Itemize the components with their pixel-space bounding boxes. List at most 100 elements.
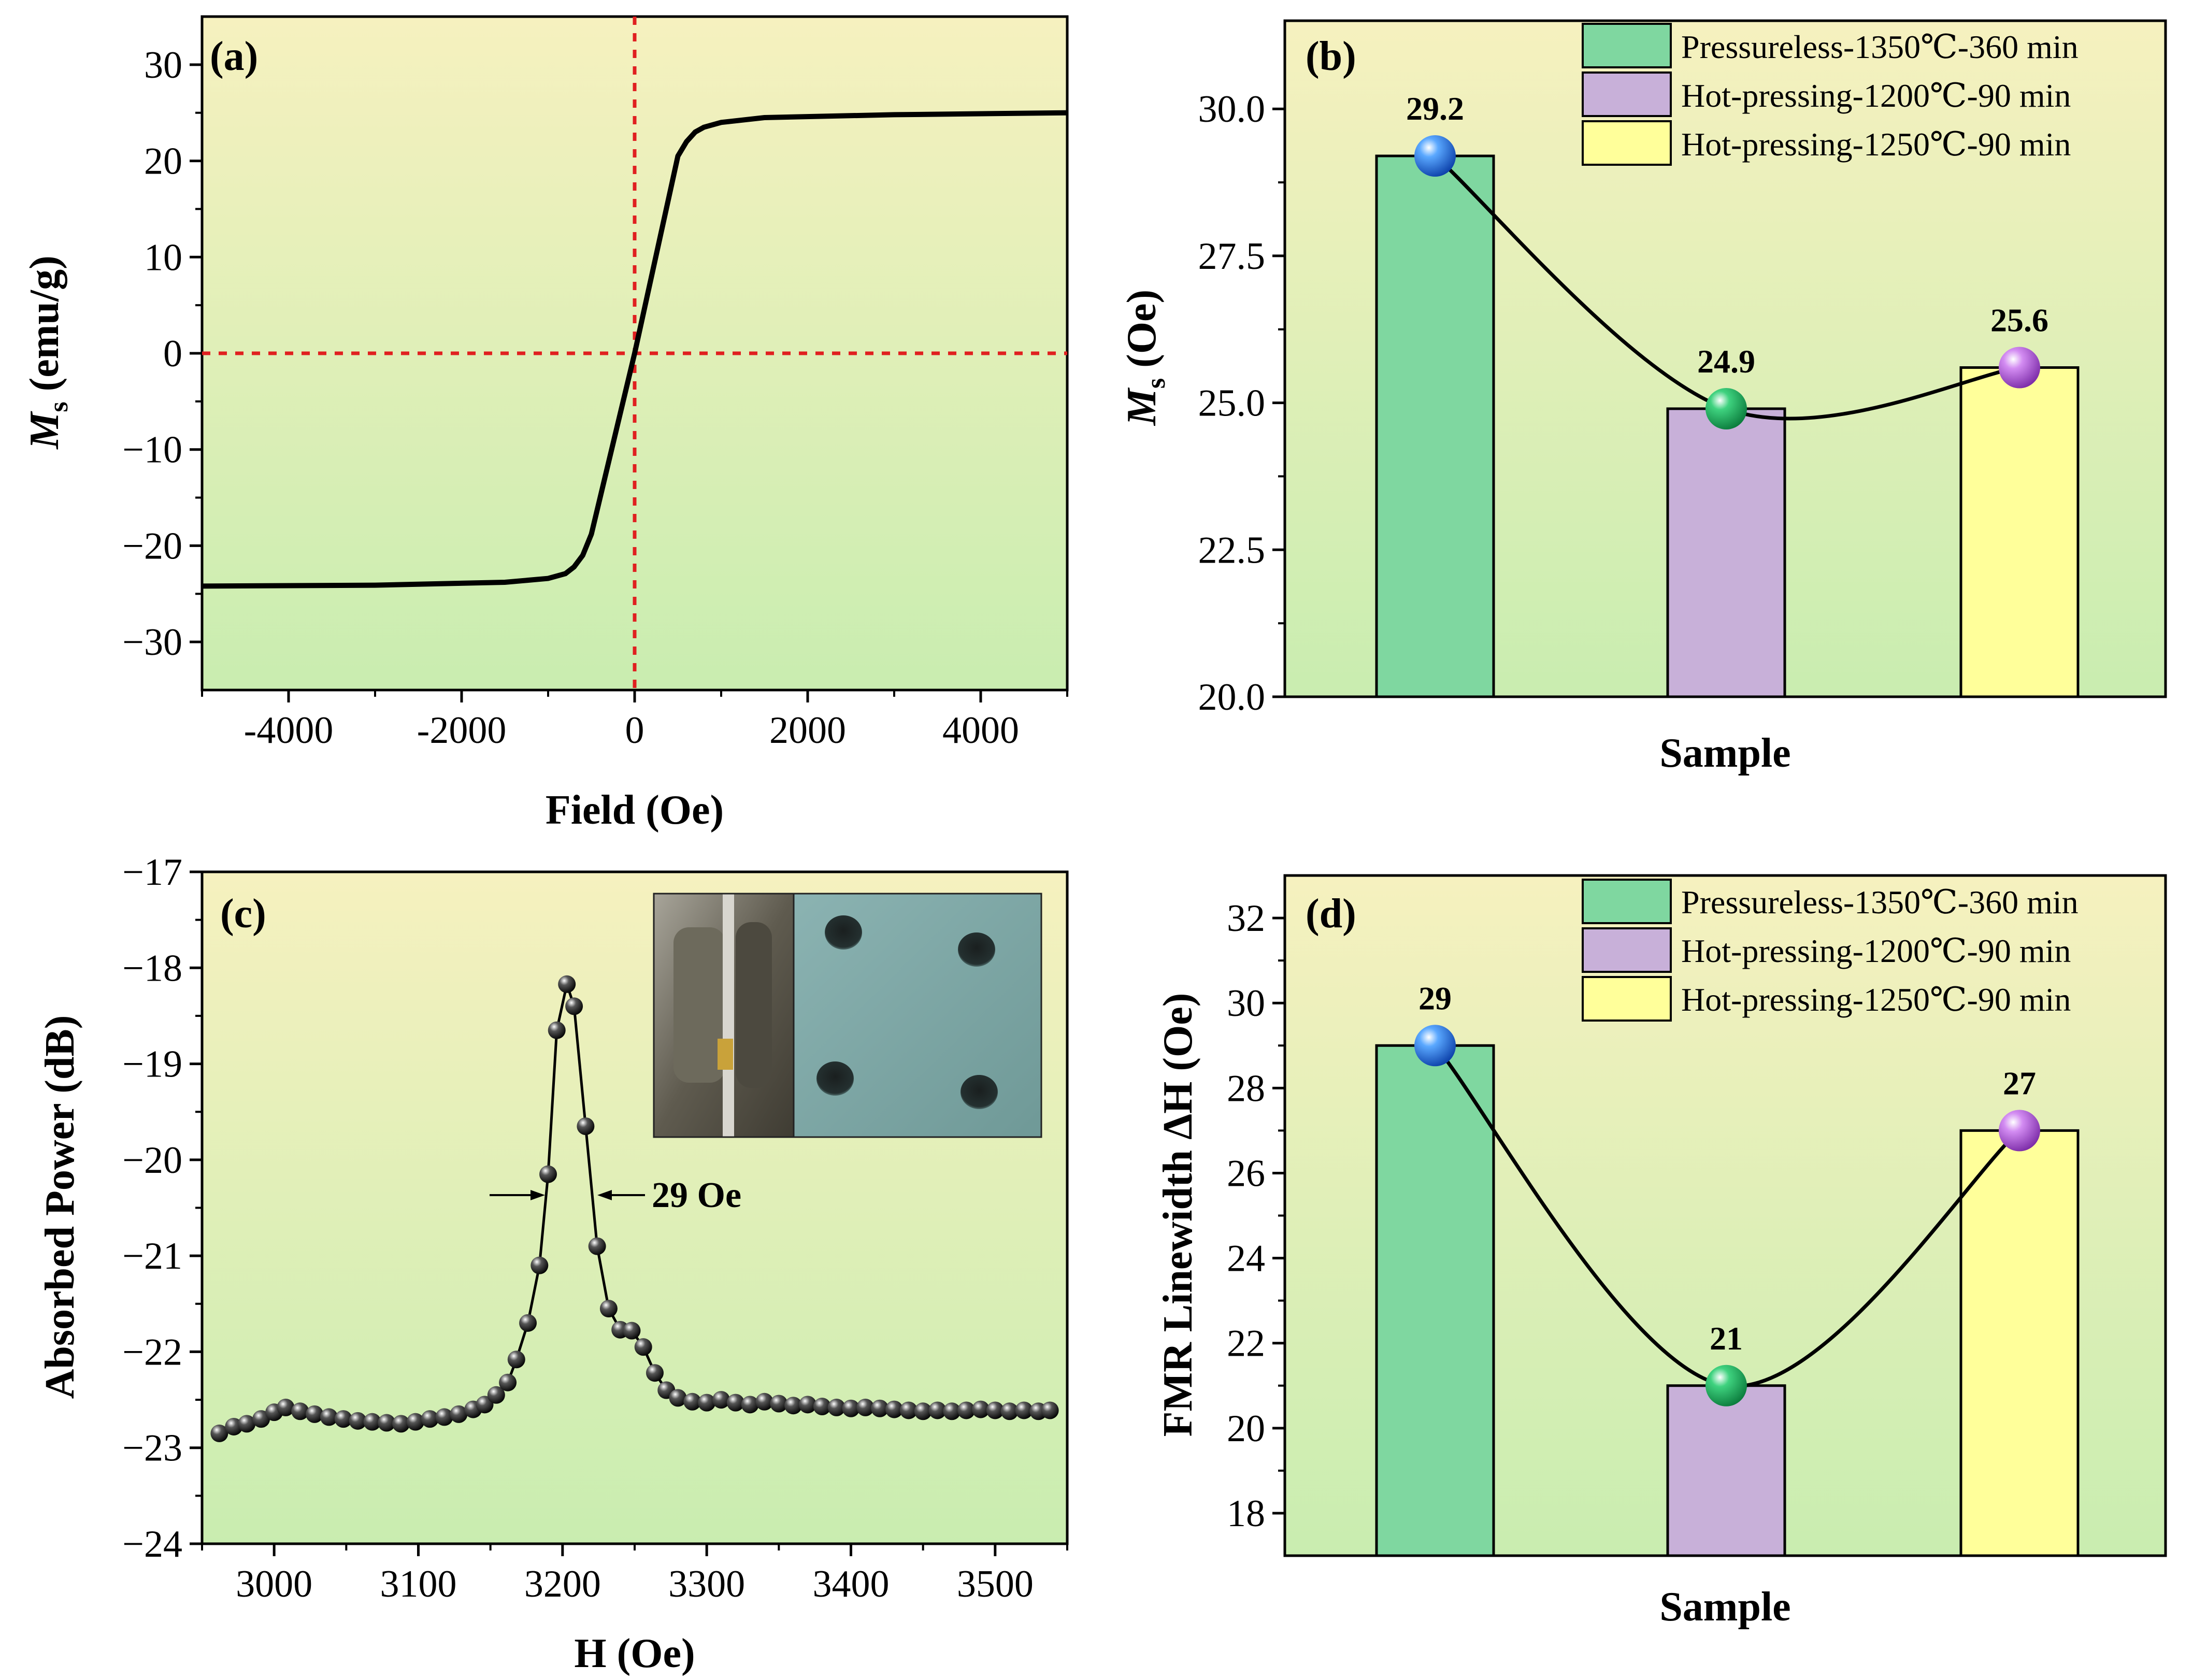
ytick-label-d-2: 22 <box>1227 1323 1265 1365</box>
data-point <box>813 1398 831 1416</box>
ytick-label-a-6: 30 <box>144 44 182 87</box>
inset-photo-left-rod <box>723 894 734 1137</box>
data-point <box>928 1401 947 1419</box>
ytick-label-d-5: 28 <box>1227 1067 1265 1110</box>
panel-c: −24 −23 −22 −21 −20 −19 −18 −17 3000 3100 3200 330… <box>37 851 1069 1676</box>
panel-label-c: (c) <box>220 891 266 937</box>
bars-b <box>1375 154 2080 698</box>
linewidth-arrowhead-left <box>531 1190 545 1200</box>
value-label-b-2: 25.6 <box>1990 302 2048 339</box>
data-point <box>349 1412 367 1430</box>
linewidth-arrowhead-right <box>597 1190 612 1200</box>
data-point <box>914 1402 932 1420</box>
xaxis-title-b: Sample <box>1659 730 1790 776</box>
legend-b: Pressureless-1350℃-360 min Hot-pressing-… <box>1582 23 2079 166</box>
legend-label-b-2: Hot-pressing-1250℃-90 min <box>1681 126 2071 163</box>
data-point <box>799 1396 816 1414</box>
legend-swatch-d-0 <box>1582 879 1672 924</box>
legend-label-d-0: Pressureless-1350℃-360 min <box>1681 884 2079 921</box>
ytick-label-a-0: −30 <box>122 621 182 664</box>
data-point <box>698 1394 716 1412</box>
value-labels-b: 29.2 24.9 25.6 <box>1406 90 2048 380</box>
data-point <box>499 1373 517 1391</box>
ytick-label-b-4: 30.0 <box>1198 88 1266 131</box>
ytick-label-b-3: 27.5 <box>1198 235 1266 278</box>
inset-photo <box>653 893 1042 1138</box>
yaxis-title-a-sub: s <box>44 401 74 412</box>
xtick-label-c-0: 3000 <box>236 1563 312 1605</box>
legend-label-b-0: Pressureless-1350℃-360 min <box>1681 28 2079 65</box>
data-point <box>1041 1401 1059 1419</box>
data-point <box>871 1399 889 1417</box>
panel-b: 20.0 22.5 25.0 27.5 30.0 29.2 24.9 25.6 Pressu… <box>1119 19 2167 776</box>
data-point <box>450 1405 468 1423</box>
data-point <box>623 1322 641 1340</box>
data-point <box>599 1300 618 1318</box>
panel-label-d: (d) <box>1306 891 1356 937</box>
legend-label-b-1: Hot-pressing-1200℃-90 min <box>1681 77 2071 114</box>
markers-b <box>1414 135 2040 429</box>
data-point <box>210 1424 228 1442</box>
bar-d-2 <box>1959 1129 2080 1557</box>
xtick-label-c-4: 3400 <box>813 1563 890 1605</box>
xtick-label-a-2: 0 <box>625 709 644 752</box>
data-point <box>392 1415 410 1433</box>
data-point <box>712 1391 730 1409</box>
ytick-label-b-1: 22.5 <box>1198 529 1266 571</box>
xtick-label-a-0: -4000 <box>244 709 334 752</box>
data-point <box>1015 1401 1033 1419</box>
legend-swatch-b-0 <box>1582 23 1672 68</box>
panel-d: 18 20 22 24 26 28 30 32 29 21 27 Pressureless-135… <box>1155 874 2167 1630</box>
data-point <box>378 1414 396 1432</box>
data-point <box>1000 1402 1019 1420</box>
legend-swatch-d-2 <box>1582 976 1672 1022</box>
data-point <box>943 1402 961 1420</box>
data-point <box>421 1410 439 1428</box>
panel-label-a: (a) <box>210 34 258 79</box>
ytick-label-a-3: 0 <box>163 333 182 375</box>
yaxis-ticks-c: −24 −23 −22 −21 −20 −19 −18 −17 <box>122 851 202 1566</box>
legend-label-d-2: Hot-pressing-1250℃-90 min <box>1681 981 2071 1018</box>
legend-swatch-b-2 <box>1582 120 1672 166</box>
xtick-label-a-4: 4000 <box>942 709 1019 752</box>
panel-a: −30 −20 −10 0 10 20 30 -4000 -2000 0 2000 4000 (a)… <box>22 15 1069 833</box>
data-point <box>986 1401 1004 1419</box>
ytick-label-d-7: 32 <box>1227 897 1265 940</box>
yaxis-title-d: FMR Linewidth ΔH (Oe) <box>1155 993 1201 1437</box>
data-point <box>507 1351 525 1369</box>
marker-b-1 <box>1705 387 1747 429</box>
data-point <box>252 1410 270 1428</box>
data-point <box>726 1394 744 1412</box>
ytick-label-a-5: 20 <box>144 140 182 183</box>
legend-swatch-b-1 <box>1582 71 1672 117</box>
inset-photo-left-sample <box>718 1039 733 1070</box>
yaxis-title-b-rest: (Oe) <box>1119 290 1165 378</box>
data-point <box>531 1256 549 1274</box>
inset-hole-2 <box>958 932 995 967</box>
markers-d <box>1414 1025 2040 1406</box>
xaxis-ticks-a: -4000 -2000 0 2000 4000 <box>201 690 1068 752</box>
xtick-label-a-3: 2000 <box>769 709 846 752</box>
marker-d-0 <box>1414 1025 1456 1067</box>
value-label-b-1: 24.9 <box>1697 343 1755 380</box>
data-point <box>334 1410 352 1428</box>
data-point <box>435 1408 453 1426</box>
data-point <box>277 1398 295 1416</box>
ytick-label-d-4: 26 <box>1227 1152 1265 1195</box>
data-point <box>539 1165 557 1183</box>
ytick-label-c-5: −19 <box>122 1043 182 1086</box>
data-point <box>588 1237 606 1255</box>
data-point <box>406 1413 424 1431</box>
data-point <box>784 1397 802 1415</box>
marker-b-0 <box>1414 135 1456 177</box>
data-point <box>363 1413 381 1431</box>
data-point <box>519 1314 537 1332</box>
marker-b-2 <box>1999 347 2040 389</box>
xaxis-title-a: Field (Oe) <box>546 787 724 833</box>
data-point <box>741 1396 759 1414</box>
yaxis-title-a: Ms (emu/g) <box>22 255 74 450</box>
linewidth-annotation: 29 Oe <box>652 1175 741 1215</box>
ytick-label-d-1: 20 <box>1227 1408 1265 1450</box>
inset-hole-1 <box>825 915 862 950</box>
